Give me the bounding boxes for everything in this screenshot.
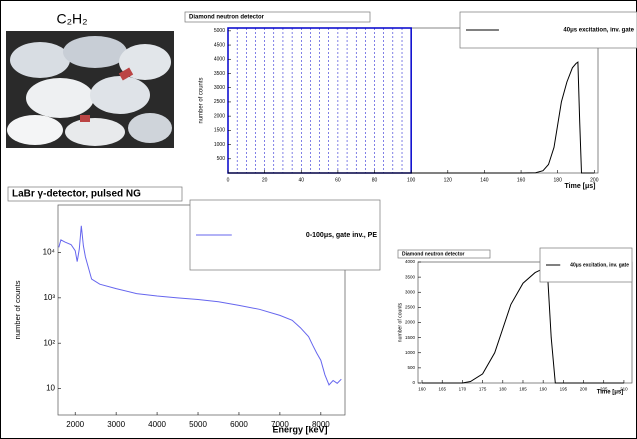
y-tick-label: 4000 bbox=[214, 57, 225, 63]
y-tick-label: 500 bbox=[407, 365, 415, 370]
y-tick-label: 5000 bbox=[214, 28, 225, 34]
x-tick-label: 205 bbox=[600, 387, 608, 392]
y-axis-label: number of counts bbox=[199, 78, 205, 124]
x-tick-label: 4000 bbox=[148, 420, 166, 429]
x-tick-label: 195 bbox=[560, 387, 568, 392]
x-tick-label: 20 bbox=[262, 177, 268, 183]
photo bbox=[6, 31, 174, 148]
x-tick-label: 100 bbox=[407, 177, 416, 183]
data-line bbox=[228, 61, 595, 174]
y-tick-label: 10⁴ bbox=[43, 248, 56, 257]
x-tick-label: 160 bbox=[517, 177, 526, 183]
x-tick-label: 2000 bbox=[66, 420, 84, 429]
x-tick-label: 210 bbox=[620, 387, 628, 392]
x-tick-label: 60 bbox=[335, 177, 341, 183]
x-tick-label: 0 bbox=[227, 177, 230, 183]
x-tick-label: 7000 bbox=[271, 420, 289, 429]
y-axis-label: number of counts bbox=[397, 302, 403, 342]
y-tick-label: 0 bbox=[412, 380, 415, 385]
x-tick-label: 8000 bbox=[312, 420, 330, 429]
x-tick-label: 180 bbox=[499, 387, 507, 392]
photo-label: C₂H₂ bbox=[56, 11, 87, 27]
y-tick-label: 2000 bbox=[405, 320, 416, 325]
y-tick-label: 1000 bbox=[405, 350, 416, 355]
y-tick-label: 3500 bbox=[214, 71, 225, 77]
y-tick-label: 10² bbox=[43, 338, 55, 347]
chart-title: LaBr γ-detector, pulsed NG bbox=[12, 189, 141, 200]
y-tick-label: 2000 bbox=[214, 113, 225, 119]
x-tick-label: 120 bbox=[444, 177, 453, 183]
plot-area bbox=[227, 27, 599, 174]
y-tick-label: 10³ bbox=[43, 293, 55, 302]
y-tick-label: 1500 bbox=[214, 128, 225, 134]
x-tick-label: 190 bbox=[539, 387, 547, 392]
y-tick-label: 2500 bbox=[214, 99, 225, 105]
x-tick-label: 200 bbox=[580, 387, 588, 392]
x-axis-label: Time [μs] bbox=[597, 390, 624, 396]
title-box bbox=[397, 249, 491, 259]
y-tick-label: 1500 bbox=[405, 335, 416, 340]
x-tick-label: 6000 bbox=[230, 420, 248, 429]
y-tick-label: 3000 bbox=[405, 289, 416, 294]
x-tick-label: 185 bbox=[519, 387, 527, 392]
chart-title: Diamond neutron detector bbox=[189, 15, 265, 21]
x-tick-label: 180 bbox=[554, 177, 563, 183]
y-tick-label: 1000 bbox=[214, 142, 225, 148]
x-axis-label: Energy [keV] bbox=[272, 424, 327, 434]
x-tick-label: 175 bbox=[479, 387, 487, 392]
y-tick-label: 10 bbox=[46, 384, 55, 393]
x-tick-label: 3000 bbox=[107, 420, 125, 429]
x-tick-label: 5000 bbox=[189, 420, 207, 429]
legend-label: 40μs excitation, inv. gate bbox=[570, 262, 629, 268]
y-tick-label: 2500 bbox=[405, 305, 416, 310]
x-axis-label: Time [μs] bbox=[565, 183, 596, 190]
x-tick-label: 170 bbox=[459, 387, 467, 392]
title-box bbox=[7, 186, 183, 202]
data-line bbox=[422, 267, 624, 384]
legend-label: 0-100μs, gate inv., PE bbox=[306, 232, 377, 239]
y-axis-label: number of counts bbox=[13, 280, 22, 339]
x-tick-label: 80 bbox=[372, 177, 378, 183]
y-tick-label: 500 bbox=[217, 156, 226, 162]
y-tick-label: 4000 bbox=[405, 259, 416, 264]
x-tick-label: 200 bbox=[590, 177, 599, 183]
y-tick-label: 3000 bbox=[214, 85, 225, 91]
x-tick-label: 165 bbox=[438, 387, 446, 392]
x-tick-label: 160 bbox=[418, 387, 426, 392]
y-tick-label: 4500 bbox=[214, 42, 225, 48]
chart-title: Diamond neutron detector bbox=[402, 251, 465, 257]
legend-label: 40μs excitation, inv. gate bbox=[563, 28, 634, 34]
x-tick-label: 140 bbox=[480, 177, 489, 183]
title-box bbox=[184, 11, 371, 23]
y-tick-label: 3500 bbox=[405, 274, 416, 279]
data-line bbox=[58, 225, 342, 386]
x-tick-label: 40 bbox=[298, 177, 304, 183]
